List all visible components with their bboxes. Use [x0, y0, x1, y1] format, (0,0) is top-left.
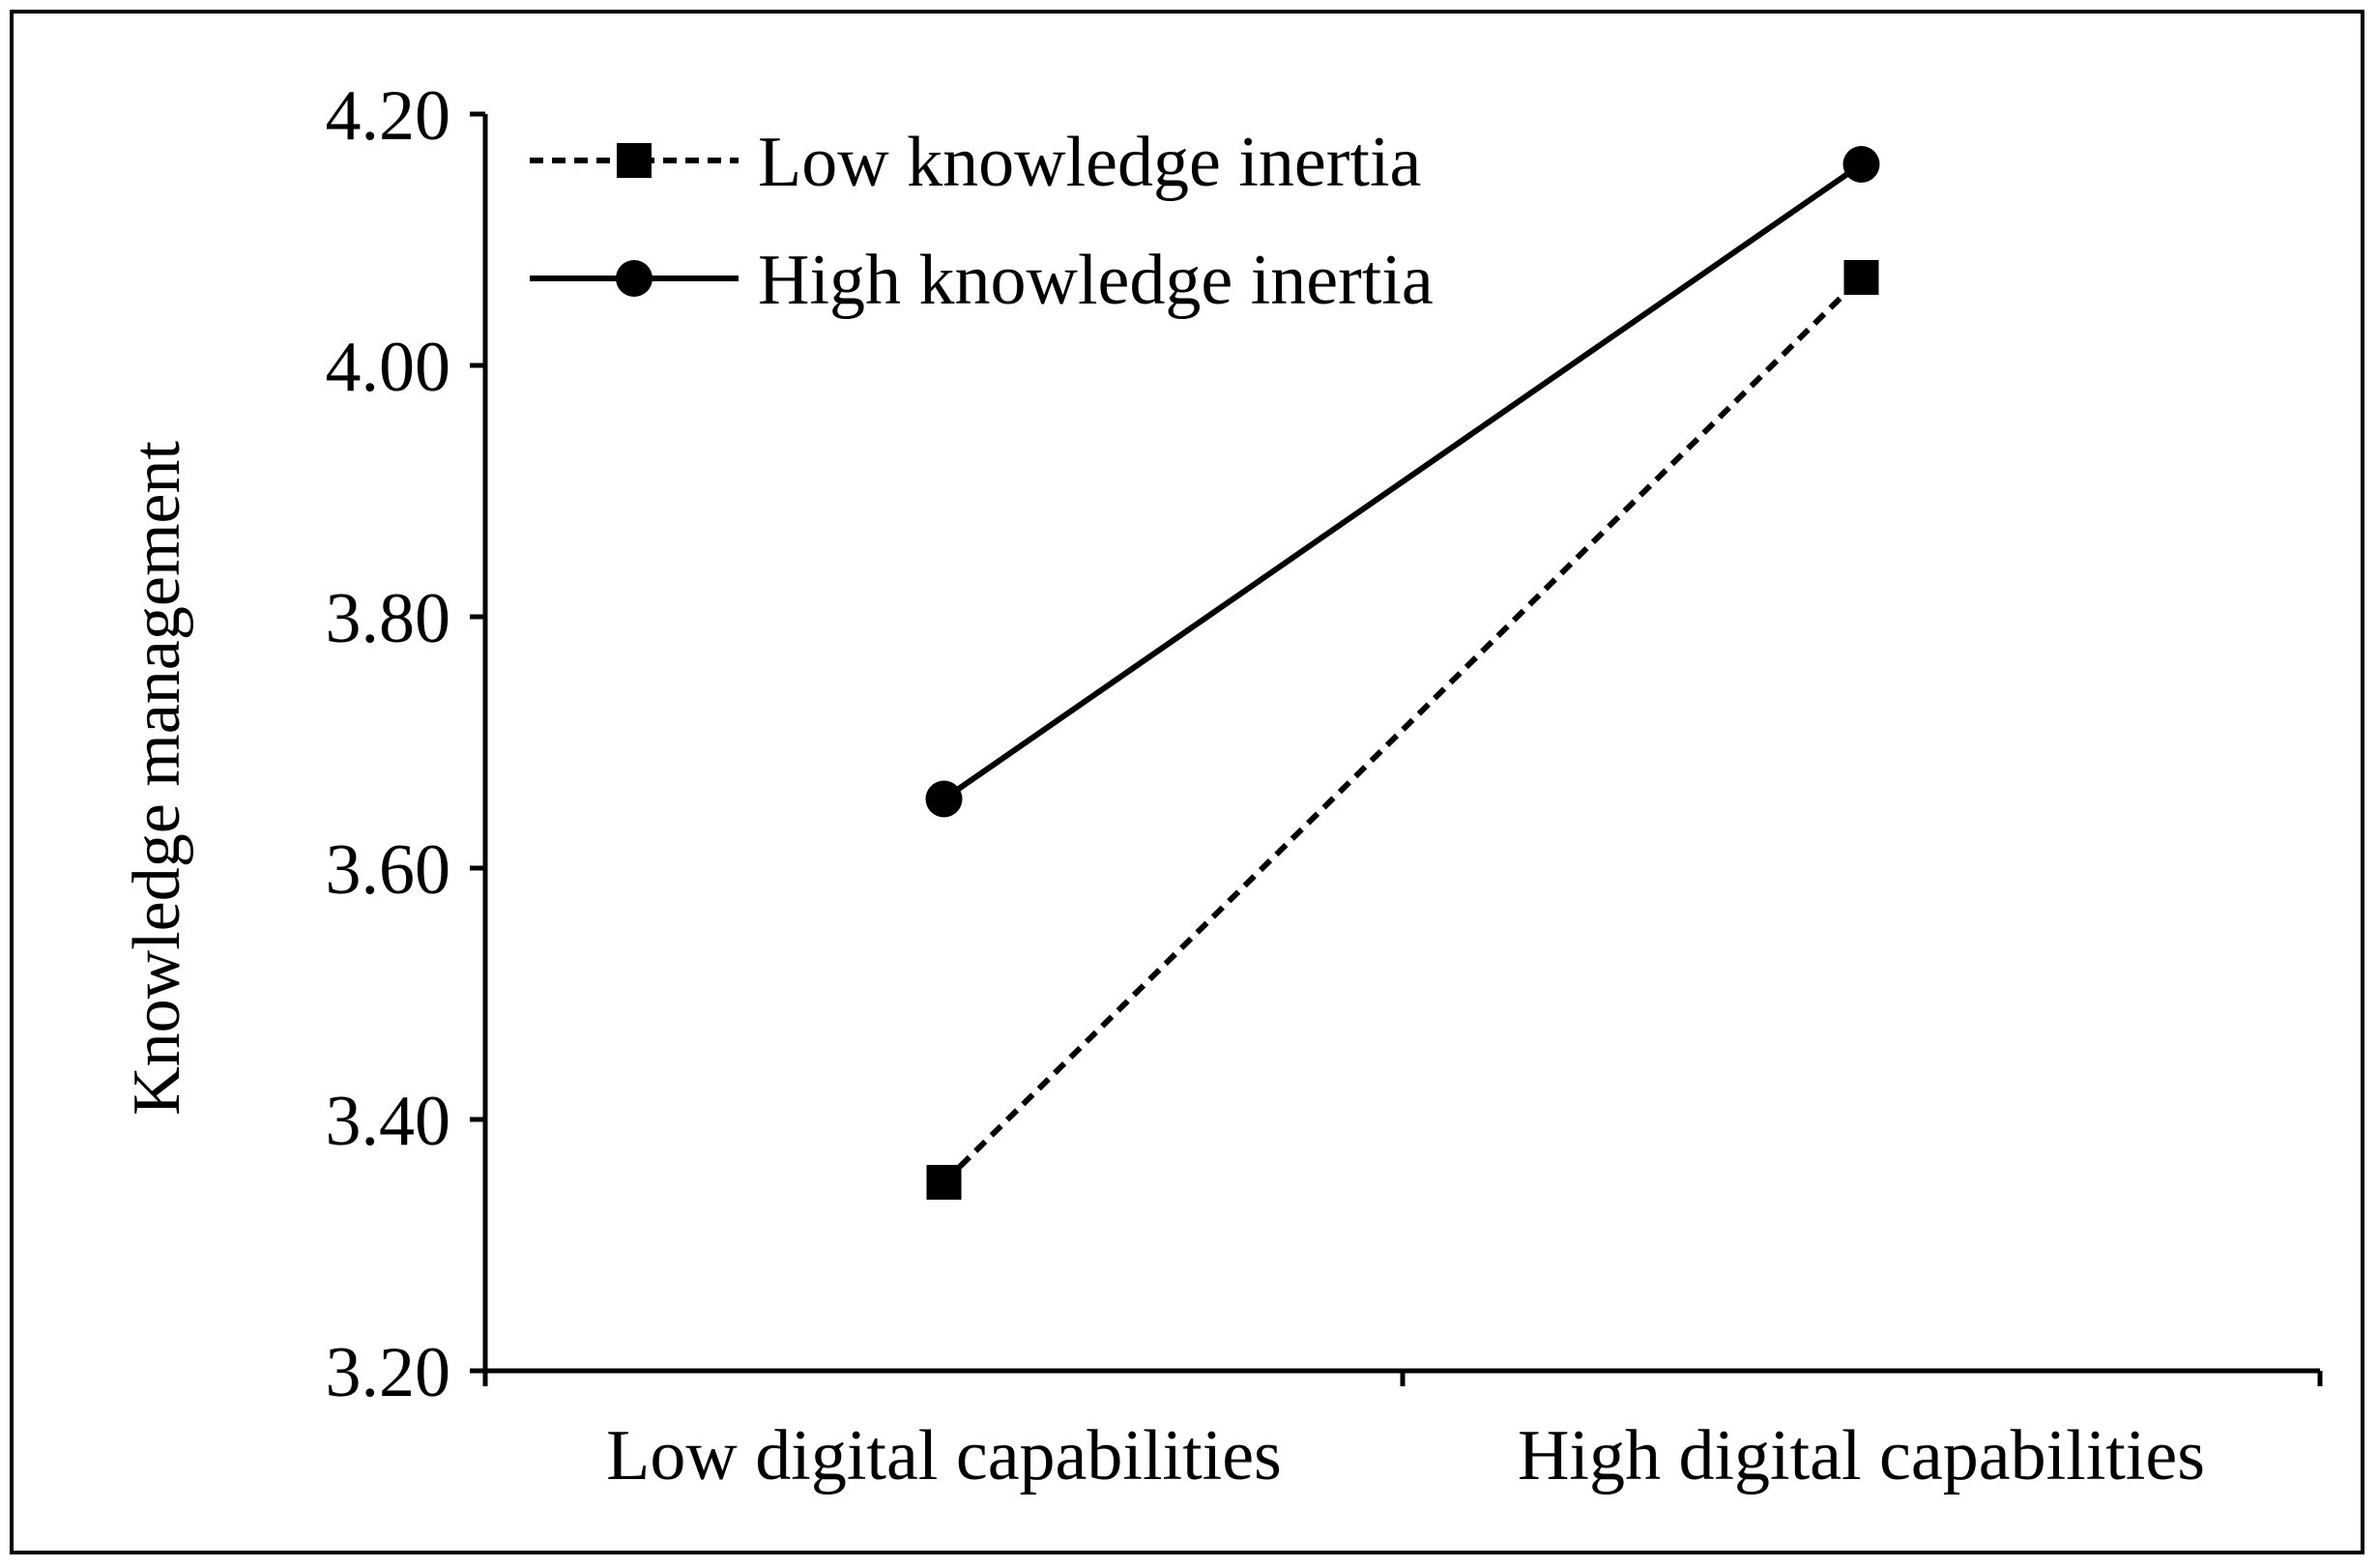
- square-data-point: [1843, 260, 1879, 295]
- y-tick-label: 3.60: [326, 830, 451, 910]
- circle-data-point: [925, 780, 963, 818]
- y-tick-label: 3.40: [326, 1082, 451, 1161]
- legend: Low knowledge inertia High knowledge iner…: [530, 123, 1434, 320]
- circle-data-point: [1842, 146, 1880, 183]
- legend-square-marker: [617, 143, 652, 178]
- y-tick-label: 3.80: [326, 579, 451, 658]
- legend-circle-marker: [616, 260, 652, 297]
- series-high-knowledge-inertia: [925, 146, 1880, 818]
- legend-entry: Low knowledge inertia: [530, 123, 1421, 202]
- y-tick-label: 4.00: [326, 328, 451, 407]
- series-group: [925, 146, 1880, 1200]
- legend-label: Low knowledge inertia: [758, 123, 1421, 202]
- x-category-label: Low digital capabilities: [606, 1416, 1282, 1495]
- series-low-knowledge-inertia: [926, 260, 1879, 1200]
- square-data-point: [926, 1165, 962, 1200]
- x-category-label: High digital capabilities: [1518, 1416, 2205, 1495]
- x-axis-ticks: Low digital capabilities High digital cap…: [482, 1371, 2323, 1495]
- legend-entry: High knowledge inertia: [530, 241, 1434, 320]
- chart-frame: [10, 10, 2364, 1554]
- y-tick-label: 4.20: [326, 76, 451, 156]
- y-axis-title: Knowledge management: [120, 441, 194, 1116]
- legend-label: High knowledge inertia: [758, 241, 1434, 320]
- y-tick-label: 3.20: [326, 1333, 451, 1412]
- y-axis-ticks: 3.20 3.40 3.60 3.80 4.00 4.20: [326, 76, 485, 1412]
- series-line: [942, 275, 1864, 1185]
- series-line: [942, 161, 1864, 801]
